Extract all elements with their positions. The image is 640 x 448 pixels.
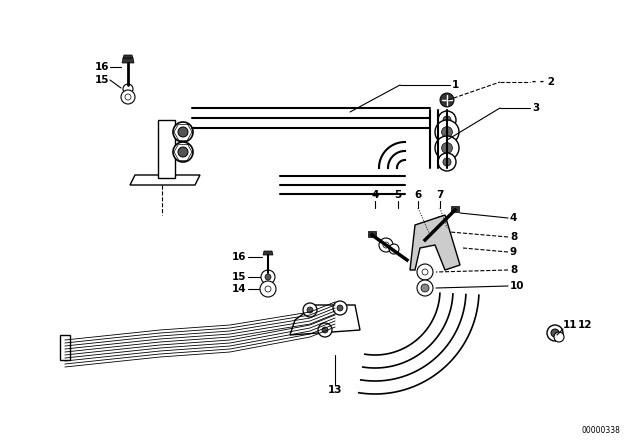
Circle shape bbox=[383, 242, 389, 248]
Circle shape bbox=[303, 303, 317, 317]
Text: 4: 4 bbox=[510, 213, 517, 223]
Circle shape bbox=[433, 217, 447, 231]
Circle shape bbox=[260, 281, 276, 297]
Text: 12: 12 bbox=[578, 320, 593, 330]
Circle shape bbox=[554, 332, 564, 342]
Text: 14: 14 bbox=[232, 284, 246, 294]
Text: 4: 4 bbox=[371, 190, 379, 200]
Circle shape bbox=[435, 136, 459, 160]
Circle shape bbox=[421, 284, 429, 292]
Circle shape bbox=[121, 90, 135, 104]
Text: - - 2: - - 2 bbox=[532, 77, 555, 87]
Circle shape bbox=[443, 158, 451, 166]
Circle shape bbox=[437, 221, 443, 227]
Circle shape bbox=[178, 147, 188, 157]
Text: 11: 11 bbox=[563, 320, 577, 330]
Text: 16: 16 bbox=[232, 252, 246, 262]
Text: 15: 15 bbox=[95, 75, 109, 85]
Text: 8: 8 bbox=[510, 265, 517, 275]
Circle shape bbox=[261, 270, 275, 284]
Circle shape bbox=[178, 127, 188, 137]
Circle shape bbox=[125, 94, 131, 100]
Text: 3: 3 bbox=[532, 103, 540, 113]
Circle shape bbox=[443, 116, 451, 124]
Circle shape bbox=[442, 127, 452, 138]
Circle shape bbox=[337, 305, 343, 311]
Polygon shape bbox=[451, 206, 459, 212]
Text: 10: 10 bbox=[510, 281, 525, 291]
Circle shape bbox=[547, 325, 563, 341]
Polygon shape bbox=[368, 231, 376, 237]
Text: 00000338: 00000338 bbox=[581, 426, 620, 435]
Circle shape bbox=[123, 84, 133, 94]
Text: 5: 5 bbox=[394, 190, 402, 200]
Text: 6: 6 bbox=[414, 190, 422, 200]
Circle shape bbox=[422, 269, 428, 275]
Text: 13: 13 bbox=[328, 385, 342, 395]
Circle shape bbox=[265, 274, 271, 280]
Circle shape bbox=[438, 153, 456, 171]
Circle shape bbox=[440, 93, 454, 107]
Polygon shape bbox=[130, 175, 200, 185]
Text: 1: 1 bbox=[452, 80, 460, 90]
Circle shape bbox=[379, 238, 393, 252]
Polygon shape bbox=[60, 335, 70, 360]
Circle shape bbox=[442, 142, 452, 153]
Text: 7: 7 bbox=[436, 190, 444, 200]
Circle shape bbox=[551, 329, 559, 337]
Polygon shape bbox=[122, 58, 134, 63]
Circle shape bbox=[307, 307, 313, 313]
Circle shape bbox=[173, 142, 193, 162]
Circle shape bbox=[438, 111, 456, 129]
Polygon shape bbox=[158, 120, 175, 178]
Text: 8: 8 bbox=[510, 232, 517, 242]
Text: 16: 16 bbox=[95, 62, 109, 72]
Circle shape bbox=[318, 323, 332, 337]
Text: 9: 9 bbox=[510, 247, 517, 257]
Circle shape bbox=[265, 286, 271, 292]
Circle shape bbox=[417, 264, 433, 280]
Text: 15: 15 bbox=[232, 272, 246, 282]
Polygon shape bbox=[410, 215, 460, 270]
Polygon shape bbox=[263, 251, 273, 255]
Polygon shape bbox=[290, 305, 360, 335]
Circle shape bbox=[173, 122, 193, 142]
Circle shape bbox=[435, 120, 459, 144]
Polygon shape bbox=[123, 55, 133, 58]
Circle shape bbox=[322, 327, 328, 333]
Circle shape bbox=[389, 244, 399, 254]
Circle shape bbox=[417, 280, 433, 296]
Circle shape bbox=[333, 301, 347, 315]
